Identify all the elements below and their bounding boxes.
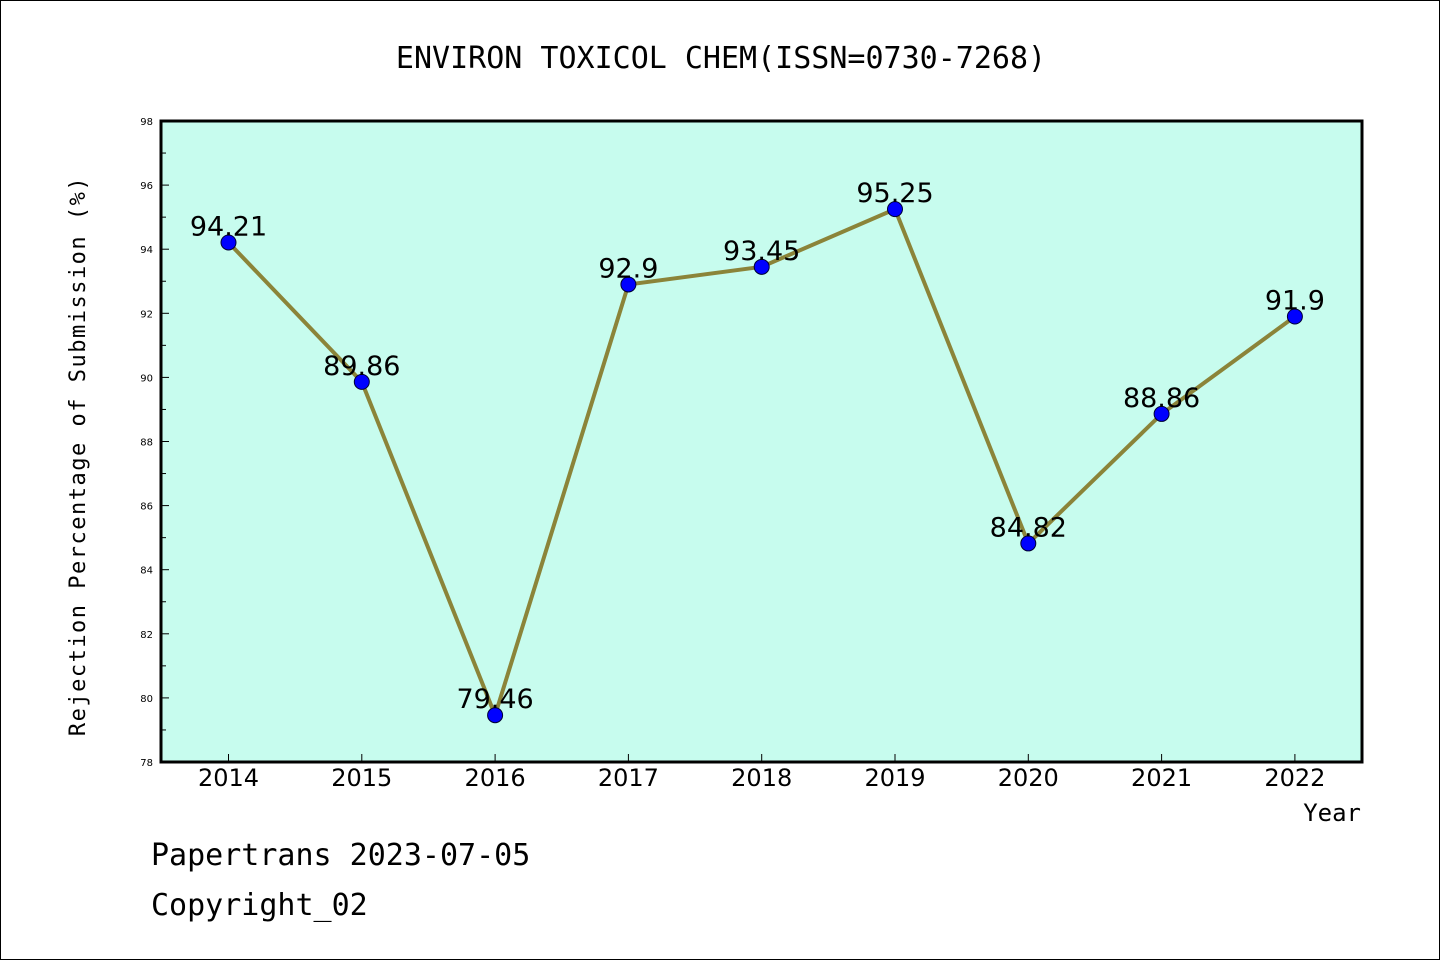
data-point <box>1153 405 1170 422</box>
x-tick-label: 2019 <box>864 764 925 792</box>
x-tick-label: 2020 <box>998 764 1059 792</box>
x-tick-label: 2014 <box>198 764 259 792</box>
data-label: 88.86 <box>1123 383 1200 414</box>
x-tick-label: 2018 <box>731 764 792 792</box>
x-tick-label: 2016 <box>465 764 526 792</box>
data-label: 93.45 <box>723 236 800 267</box>
data-point <box>1286 308 1303 325</box>
x-axis-label: Year <box>1303 799 1361 827</box>
data-point <box>620 276 637 293</box>
y-tick-label: 78 <box>140 758 153 769</box>
data-label: 92.9 <box>598 253 658 284</box>
y-tick-label: 86 <box>140 502 153 513</box>
x-axis: 2014 2015 2016 2017 2018 2019 2020 2021 2022 <box>198 754 1325 792</box>
y-tick-label: 90 <box>140 373 153 384</box>
data-label: 94.21 <box>190 211 267 242</box>
chart-title: ENVIRON TOXICOL CHEM(ISSN=0730-7268) <box>396 41 1046 76</box>
x-tick-label: 2017 <box>598 764 659 792</box>
y-tick-label: 88 <box>140 438 153 449</box>
data-label: 79.46 <box>456 684 533 715</box>
y-tick-label: 84 <box>140 566 153 577</box>
y-tick-label: 80 <box>140 694 153 705</box>
footer-copyright-line: Copyright_02 <box>151 888 368 923</box>
y-tick-label: 92 <box>140 309 153 320</box>
x-tick-label: 2021 <box>1131 764 1192 792</box>
data-markers <box>220 201 1303 724</box>
y-tick-label: 82 <box>140 630 153 641</box>
x-tick-label: 2022 <box>1264 764 1325 792</box>
y-axis: 78 80 82 84 86 88 90 92 94 96 98 <box>140 117 169 769</box>
data-point <box>353 373 370 390</box>
data-point <box>220 234 237 251</box>
data-point <box>753 258 770 275</box>
data-point <box>887 201 903 218</box>
data-labels: 94.21 89.86 79.46 92.9 93.45 95.25 84.82 88.86 9… <box>190 178 1325 715</box>
data-label: 84.82 <box>990 512 1067 543</box>
y-axis-label: Rejection Percentage of Submission (%) <box>66 176 91 736</box>
data-label: 89.86 <box>323 351 400 382</box>
data-point <box>1020 535 1037 552</box>
data-label: 95.25 <box>856 178 933 209</box>
x-tick-label: 2015 <box>331 764 392 792</box>
data-label: 91.9 <box>1265 286 1325 317</box>
plot-area <box>159 119 1364 764</box>
footer-date-line: Papertrans 2023-07-05 <box>151 838 530 873</box>
y-tick-label: 94 <box>140 245 153 256</box>
y-tick-label: 96 <box>140 181 153 192</box>
data-point <box>487 707 504 724</box>
y-tick-label: 98 <box>140 117 153 128</box>
